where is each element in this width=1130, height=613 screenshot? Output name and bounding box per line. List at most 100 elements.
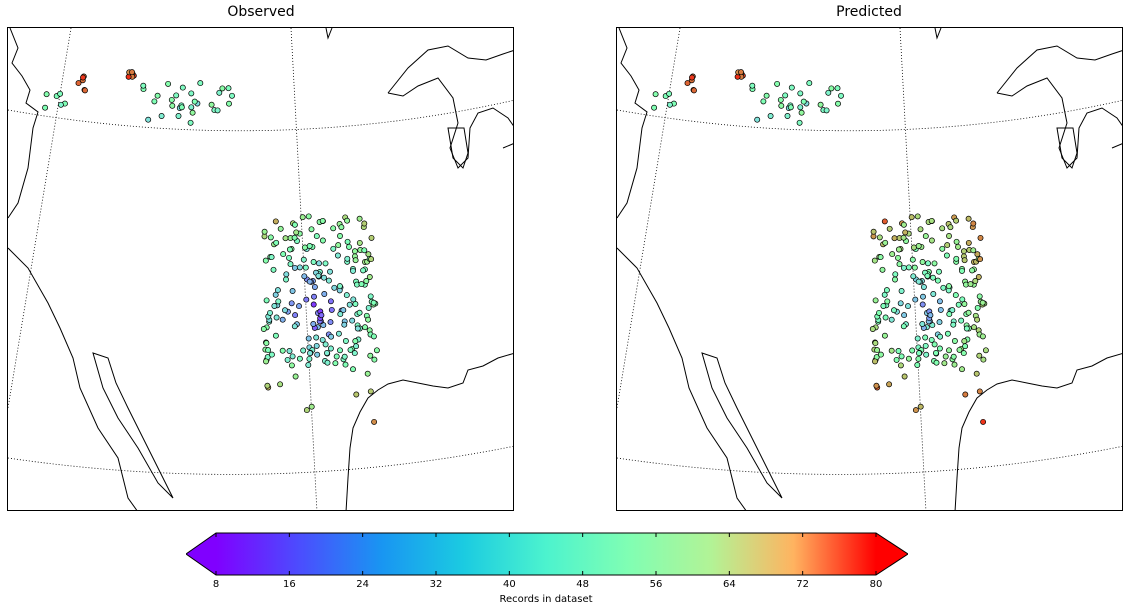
- predicted-map: [616, 27, 1123, 511]
- station-point: [955, 244, 960, 249]
- station-point: [323, 342, 328, 347]
- station-point: [872, 359, 877, 364]
- station-point: [336, 243, 341, 248]
- station-point: [889, 317, 894, 322]
- station-point: [306, 362, 311, 367]
- station-point: [798, 105, 803, 110]
- station-point: [220, 86, 225, 91]
- station-point: [320, 218, 325, 223]
- station-point: [159, 113, 164, 118]
- station-point: [292, 324, 297, 329]
- colorbar: [186, 531, 908, 577]
- station-point: [263, 258, 268, 263]
- station-point: [283, 236, 288, 241]
- station-point: [311, 294, 316, 299]
- station-point: [977, 353, 982, 358]
- station-point: [901, 324, 906, 329]
- station-point: [324, 350, 329, 355]
- station-point: [352, 351, 357, 356]
- station-point: [369, 257, 374, 262]
- station-point: [971, 221, 976, 226]
- colorbar-extend-max: [876, 533, 908, 575]
- predicted-map-canvas: [617, 28, 1123, 511]
- station-point: [916, 243, 921, 248]
- station-point: [980, 334, 985, 339]
- observed-panel-title: Observed: [161, 4, 361, 20]
- station-point: [885, 299, 890, 304]
- station-point: [320, 238, 325, 243]
- station-point: [328, 320, 333, 325]
- station-point: [353, 258, 358, 263]
- station-point: [372, 357, 377, 362]
- colorbar-tick-label: 24: [348, 579, 378, 590]
- station-point: [934, 360, 939, 365]
- station-point: [264, 341, 269, 346]
- station-point: [901, 265, 906, 270]
- station-point: [296, 304, 301, 309]
- station-point: [288, 262, 293, 267]
- station-point: [315, 352, 320, 357]
- station-point: [903, 230, 908, 235]
- station-point: [321, 275, 326, 280]
- station-point: [307, 279, 312, 284]
- station-point: [890, 252, 895, 257]
- station-point: [287, 247, 292, 252]
- station-point: [336, 331, 341, 336]
- station-point: [923, 234, 928, 239]
- station-point: [297, 265, 302, 270]
- station-point: [755, 117, 760, 122]
- station-point: [902, 374, 907, 379]
- station-point: [872, 258, 877, 263]
- station-point: [788, 105, 793, 110]
- station-point: [916, 356, 921, 361]
- station-point: [932, 342, 937, 347]
- station-point: [977, 294, 982, 299]
- station-point: [807, 81, 812, 86]
- station-point: [966, 240, 971, 245]
- station-point: [918, 227, 923, 232]
- station-point: [274, 240, 279, 245]
- station-point: [978, 257, 983, 262]
- station-point: [887, 226, 892, 231]
- station-point: [281, 252, 286, 257]
- predicted-data-points: [652, 70, 989, 425]
- station-point: [910, 257, 915, 262]
- station-point: [309, 227, 314, 232]
- observed-data-points: [43, 70, 380, 425]
- colorbar-tick-label: 56: [641, 579, 671, 590]
- station-point: [882, 219, 887, 224]
- graticule-lines: [8, 28, 514, 511]
- colorbar-label: Records in dataset: [446, 594, 646, 605]
- station-point: [966, 310, 971, 315]
- station-point: [337, 284, 342, 289]
- station-point: [274, 315, 279, 320]
- station-point: [933, 350, 938, 355]
- station-point: [301, 257, 306, 262]
- station-point: [962, 258, 967, 263]
- station-point: [350, 367, 355, 372]
- station-point: [328, 346, 333, 351]
- station-point: [268, 235, 273, 240]
- station-point: [269, 255, 274, 260]
- station-point: [909, 215, 914, 220]
- station-point: [916, 279, 921, 284]
- station-point: [329, 334, 334, 339]
- station-point: [301, 348, 306, 353]
- station-point: [960, 297, 965, 302]
- station-point: [176, 113, 181, 118]
- station-point: [924, 352, 929, 357]
- station-point: [365, 371, 370, 376]
- station-point: [371, 334, 376, 339]
- station-point: [937, 346, 942, 351]
- station-point: [267, 310, 272, 315]
- station-point: [264, 298, 269, 303]
- station-point: [314, 335, 319, 340]
- station-point: [918, 404, 923, 409]
- station-point: [362, 248, 367, 253]
- station-point: [882, 333, 887, 338]
- station-point: [372, 419, 377, 424]
- station-point: [293, 313, 298, 318]
- station-point: [369, 235, 374, 240]
- station-point: [174, 93, 179, 98]
- station-point: [938, 307, 943, 312]
